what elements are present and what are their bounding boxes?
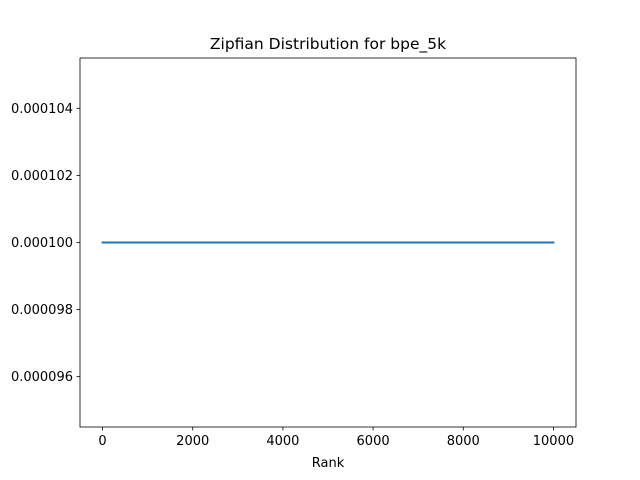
x-axis-ticks: 0 2000 4000 6000 8000 10000 xyxy=(98,427,574,449)
x-tick-label: 6000 xyxy=(357,434,390,449)
y-tick-label: 0.000102 xyxy=(11,169,73,184)
x-axis-label: Rank xyxy=(312,456,345,471)
x-tick-label: 8000 xyxy=(447,434,480,449)
y-tick-label: 0.000100 xyxy=(11,236,73,251)
x-tick-label: 2000 xyxy=(176,434,209,449)
y-tick-label: 0.000104 xyxy=(11,102,73,117)
y-tick-label: 0.000096 xyxy=(11,370,73,385)
x-tick-label: 0 xyxy=(98,434,106,449)
y-tick-label: 0.000098 xyxy=(11,303,73,318)
x-tick-label: 10000 xyxy=(533,434,574,449)
plot-frame xyxy=(79,57,577,428)
x-tick-label: 4000 xyxy=(266,434,299,449)
chart-title: Zipfian Distribution for bpe_5k xyxy=(210,35,446,54)
y-axis-ticks: 0.000096 0.000098 0.000100 0.000102 0.000104 xyxy=(11,102,80,385)
